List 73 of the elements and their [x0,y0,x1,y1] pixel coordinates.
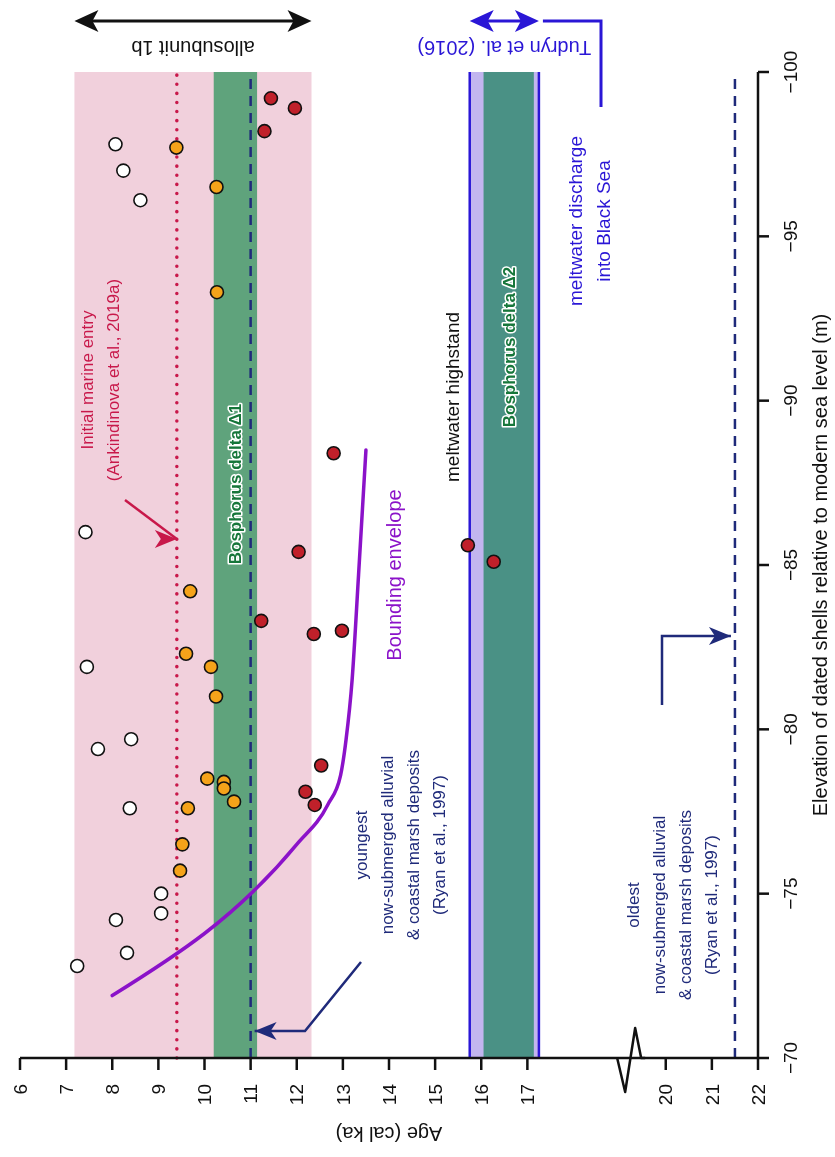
y-tick-label: −100 [780,50,801,94]
point [460,537,476,553]
band-label: Bosphorus delta Δ1 [226,403,246,565]
point [122,800,138,816]
x-tick-label: 13 [332,1084,354,1106]
point [153,886,169,901]
ref-line-label: oldest now-submerged alluvial & coastal marsh deposits (Ryan et al., 1997) [623,810,721,1000]
point [69,958,85,974]
point [257,123,272,139]
y-tick-label: −90 [780,384,801,417]
ref-line-label: Initial marine entry (Ankindinova et al., 2019a) [77,278,123,482]
y-tick-label: −80 [780,713,801,746]
x-tick-label: 17 [517,1084,539,1106]
x-tick-label: 7 [55,1084,77,1095]
x-tick-label: 10 [194,1084,216,1106]
x-tick-label: 21 [701,1084,723,1106]
point [169,140,184,155]
point [90,741,106,757]
ref-line-label: youngest now-submerged alluvial & coastal marsh deposits (Ryan et al., 1997) [351,750,449,940]
point [334,623,350,639]
point [133,192,148,208]
point [291,544,306,560]
y-tick-label: −75 [780,877,801,910]
point [298,784,313,800]
y-tick-label: −70 [780,1041,801,1075]
point [199,771,215,786]
point [326,445,341,461]
point [119,945,135,961]
x-tick-label: 14 [378,1083,400,1106]
point [486,554,501,570]
point [182,583,198,599]
point [306,626,322,642]
point [263,90,279,106]
x-tick-label: 9 [148,1084,170,1095]
x-tick-label: 6 [9,1084,31,1095]
point [203,659,219,675]
point [175,837,190,852]
point [172,863,188,878]
band-label: allosubunit 1b [131,37,255,59]
x-tick-label: 20 [655,1084,677,1106]
point [78,524,93,540]
x-tick-label: 22 [747,1084,769,1106]
point [178,646,194,662]
point [79,659,95,675]
point [108,137,123,152]
y-tick-label: −85 [780,548,801,582]
band-label: Tudryn et al. (2016) [417,37,592,59]
point [153,906,169,921]
point [216,781,232,796]
point [313,758,329,773]
point [226,794,242,809]
point [116,163,131,178]
point [123,731,139,747]
x-tick-label: 12 [286,1084,308,1106]
x-tick-label: 15 [424,1084,446,1106]
point [108,912,124,928]
band-label: Bosphorus delta Δ2 [499,266,519,428]
point [209,284,225,300]
annotation: meltwater highstand [441,311,463,483]
x-tick-label: 16 [470,1084,492,1106]
annotation: meltwater discharge into Black Sea [564,135,614,307]
point [307,797,323,813]
x-axis-title: Age (cal ka) [335,1123,443,1145]
y-axis-title: Elevation of dated shells relative to modern sea level (m) [809,313,831,817]
point [287,100,303,116]
point [209,179,224,195]
x-tick-label: 11 [240,1084,262,1104]
x-tick-label: 8 [101,1084,123,1095]
point [253,613,269,629]
y-tick-label: −95 [780,220,801,253]
text: Bounding envelope [382,489,405,661]
point [208,689,224,704]
point [180,800,196,816]
